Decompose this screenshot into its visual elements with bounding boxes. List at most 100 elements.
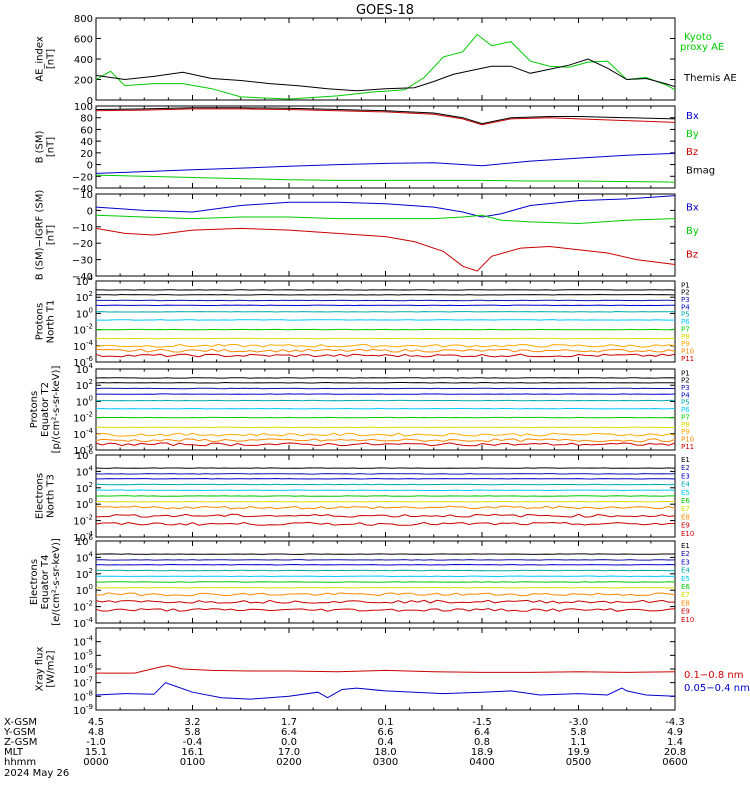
series-line	[95, 483, 676, 486]
panel-8: 10-910-810-710-610-510-4 Xray flux [W/m2] 0…	[35, 627, 750, 717]
y-tick-label: 10-6	[73, 355, 93, 369]
series-line	[95, 310, 676, 313]
ephemeris-value: 0.8	[474, 737, 490, 748]
ephemeris-value: 4.5	[88, 717, 104, 728]
legend-label: P1	[681, 369, 690, 377]
legend-label: P9	[681, 428, 690, 436]
ephemeris-value: 0300	[373, 757, 398, 768]
y-tick-label: 100	[74, 102, 93, 113]
ephemeris-value: 3.2	[185, 717, 201, 728]
y-tick-label: −40	[72, 272, 93, 283]
ephemeris-value: 0.1	[378, 717, 394, 728]
series-line	[95, 489, 676, 492]
ephemeris-value: 6.4	[281, 727, 297, 738]
series-line	[95, 152, 676, 174]
ephemeris-value: 1.7	[281, 717, 297, 728]
series-line	[95, 432, 676, 437]
series-line	[95, 592, 676, 597]
y-tick-label: 400	[74, 55, 93, 66]
legend-label: Bx	[686, 202, 699, 213]
y-axis-label: B (SM)−IGRF (SM)	[35, 190, 46, 281]
ephemeris-value: 5.8	[571, 727, 587, 738]
series-line	[95, 195, 676, 218]
legend-label: E9	[681, 522, 690, 530]
series-line	[95, 293, 676, 296]
ephemeris-value: 1.4	[667, 737, 683, 748]
y-axis-label: Equator T2	[40, 382, 51, 437]
legend-label: P5	[681, 311, 690, 319]
series-line	[95, 608, 676, 612]
legend-label: P5	[681, 399, 690, 407]
series-line	[95, 682, 676, 700]
y-tick-label: 10-8	[73, 689, 93, 703]
ephemeris-date: 2024 May 26	[4, 768, 69, 779]
y-axis-label: [nT]	[46, 49, 57, 69]
legend-label: Kyoto	[684, 32, 712, 43]
y-axis-label: Equator T4	[40, 555, 51, 610]
ephemeris-value: 1.1	[571, 737, 587, 748]
y-tick-label: 10-4	[73, 530, 93, 544]
series-line	[95, 227, 676, 272]
y-tick-label: 200	[74, 76, 93, 87]
ephemeris-value: 18.9	[471, 747, 493, 758]
y-tick-label: 800	[74, 14, 93, 25]
legend-label: Themis AE	[683, 73, 737, 84]
legend-label: E1	[681, 456, 690, 464]
series-line	[95, 442, 676, 447]
legend-label: E2	[681, 550, 690, 558]
y-tick-label: 100	[76, 497, 93, 511]
y-tick-label: 10-4	[73, 427, 93, 441]
y-tick-label: 102	[76, 378, 93, 392]
y-tick-label: 106	[76, 448, 94, 462]
legend-label: E8	[681, 599, 690, 607]
legend-label: P6	[681, 406, 690, 414]
y-tick-label: 100	[76, 583, 93, 597]
series-line	[95, 553, 675, 555]
y-axis-label: [p/(cm²-s-sr-keV)]	[51, 366, 62, 454]
y-tick-label: 104	[76, 550, 94, 564]
legend-label: P11	[681, 443, 694, 451]
y-tick-label: 60	[80, 125, 93, 136]
ephemeris-row-label: MLT	[4, 747, 24, 758]
legend-label: P4	[681, 303, 690, 311]
series-line	[95, 559, 676, 561]
y-axis-label: AE_index	[35, 36, 46, 82]
y-tick-label: 20	[80, 149, 93, 160]
series-line	[96, 319, 676, 321]
legend-label: Bmag	[686, 165, 715, 176]
legend-label: P7	[681, 325, 690, 333]
legend-label: P7	[681, 413, 690, 421]
ephemeris-value: -0.4	[183, 737, 203, 748]
series-line	[96, 665, 676, 674]
y-tick-label: 106	[76, 534, 94, 548]
series-line	[96, 500, 676, 503]
y-axis-label: [nT]	[46, 137, 57, 157]
ephemeris-value: 18.0	[374, 747, 396, 758]
y-tick-label: 10-2	[73, 323, 93, 337]
ephemeris-row-label: Z-GSM	[4, 737, 37, 748]
y-tick-label: 0	[87, 206, 93, 217]
y-axis-label: B (SM)	[35, 130, 46, 163]
y-tick-label: −20	[72, 239, 93, 250]
panel-3: −40 −30 −20 −10 0 10 B (SM)−IGRF (SM) [nT] Bx By B…	[35, 190, 699, 283]
legend-label: P8	[681, 421, 690, 429]
y-tick-label: 10-2	[73, 411, 93, 425]
legend-label: By	[686, 226, 699, 237]
ephemeris-table: X-GSM 4.5 3.2 1.7 0.1 -1.5 -3.0 -4.3 Y-GSM 4.8 5.8…	[3, 717, 688, 779]
panel-frame	[95, 105, 676, 189]
series-line	[95, 174, 676, 183]
series-line	[95, 381, 676, 384]
y-tick-label: 104	[76, 274, 94, 288]
series-line	[95, 407, 676, 410]
panel-frame	[95, 193, 676, 277]
legend-label: P3	[681, 296, 690, 304]
legend-label: E8	[681, 513, 690, 521]
legend-label: E6	[681, 583, 690, 591]
y-tick-label: 10-4	[73, 616, 93, 630]
ephemeris-value: 0100	[180, 757, 205, 768]
ephemeris-row-label: hhmm	[4, 757, 36, 768]
ephemeris-value: 4.8	[88, 727, 104, 738]
ephemeris-value: 0600	[662, 757, 687, 768]
